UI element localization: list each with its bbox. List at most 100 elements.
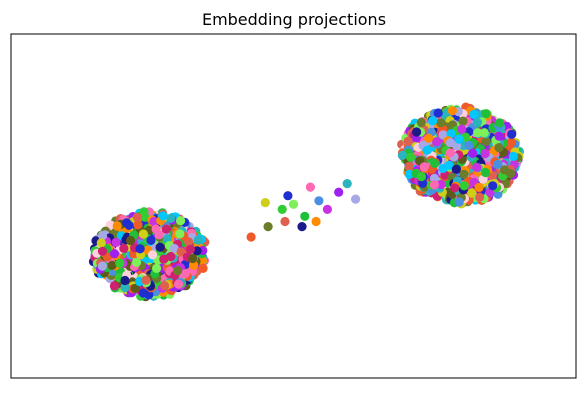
data-point	[469, 109, 479, 119]
data-point	[406, 152, 416, 162]
data-point	[175, 229, 185, 239]
data-point	[139, 207, 149, 217]
data-point	[447, 106, 457, 116]
data-point	[322, 204, 332, 214]
data-point	[454, 197, 464, 207]
data-point	[176, 216, 186, 226]
data-point	[428, 116, 438, 126]
data-point	[161, 224, 171, 234]
data-point	[479, 128, 489, 138]
data-point	[506, 169, 516, 179]
data-point	[342, 179, 352, 189]
data-point	[126, 235, 136, 246]
chart-title: Embedding projections	[202, 10, 386, 29]
data-point	[445, 138, 455, 148]
data-point	[416, 171, 427, 182]
data-point	[474, 182, 484, 192]
data-point	[419, 162, 429, 172]
data-point	[508, 151, 518, 161]
data-point	[166, 213, 176, 223]
data-point	[416, 117, 426, 127]
data-point	[109, 249, 120, 259]
data-point	[446, 129, 456, 139]
data-point	[132, 212, 142, 222]
data-point	[475, 192, 485, 202]
data-point	[193, 235, 203, 245]
data-point	[124, 220, 134, 230]
data-point	[131, 257, 142, 267]
data-point	[464, 140, 474, 151]
data-point	[288, 199, 299, 209]
data-point	[158, 211, 168, 221]
data-point	[277, 204, 287, 214]
data-point	[166, 251, 176, 262]
data-point	[436, 118, 446, 128]
data-point	[300, 211, 310, 221]
data-point	[135, 244, 145, 254]
data-point	[495, 118, 505, 128]
data-point	[112, 221, 122, 231]
data-point	[457, 124, 467, 134]
data-point	[120, 275, 130, 286]
data-point	[507, 129, 517, 139]
data-point	[493, 159, 503, 169]
data-point	[115, 258, 125, 268]
data-point	[430, 158, 440, 168]
data-point	[173, 279, 184, 289]
data-point	[173, 266, 183, 276]
data-point	[311, 216, 321, 227]
data-point	[468, 148, 478, 158]
data-point	[160, 281, 170, 291]
data-point	[506, 137, 516, 147]
data-point	[305, 182, 315, 192]
data-point	[260, 198, 270, 208]
data-point	[314, 196, 324, 206]
data-point	[432, 137, 442, 147]
data-point	[334, 187, 344, 197]
data-point	[111, 237, 121, 247]
data-point	[438, 163, 448, 173]
data-point	[480, 148, 490, 159]
plot-frame	[10, 33, 577, 379]
data-point	[138, 288, 148, 298]
data-point	[109, 281, 119, 291]
data-point	[263, 222, 273, 232]
data-point	[297, 222, 307, 232]
data-point	[185, 244, 195, 254]
data-point	[152, 263, 162, 273]
data-point	[155, 242, 165, 252]
data-points	[88, 102, 525, 302]
data-point	[472, 117, 482, 127]
data-point	[97, 261, 107, 271]
data-point	[141, 275, 151, 285]
data-point	[445, 148, 455, 158]
data-point	[197, 256, 208, 266]
data-point	[494, 131, 504, 141]
data-point	[481, 109, 491, 119]
data-point	[130, 283, 140, 293]
data-point	[451, 164, 461, 174]
data-point	[133, 220, 143, 230]
data-point	[481, 136, 491, 146]
data-point	[459, 169, 469, 179]
data-point	[454, 134, 464, 144]
data-point	[403, 136, 413, 146]
data-point	[147, 250, 158, 260]
data-point	[107, 260, 117, 270]
data-point	[429, 180, 439, 190]
data-point	[188, 253, 198, 264]
data-point	[404, 161, 414, 171]
data-point	[280, 216, 290, 227]
data-point	[472, 162, 482, 172]
data-point	[97, 246, 108, 256]
data-point	[480, 167, 491, 178]
data-point	[138, 229, 148, 239]
data-point	[424, 133, 434, 143]
data-point	[459, 181, 469, 191]
data-point	[154, 230, 164, 240]
data-point	[436, 179, 446, 190]
data-point	[404, 169, 414, 179]
data-point	[283, 191, 293, 201]
data-point	[198, 263, 208, 273]
